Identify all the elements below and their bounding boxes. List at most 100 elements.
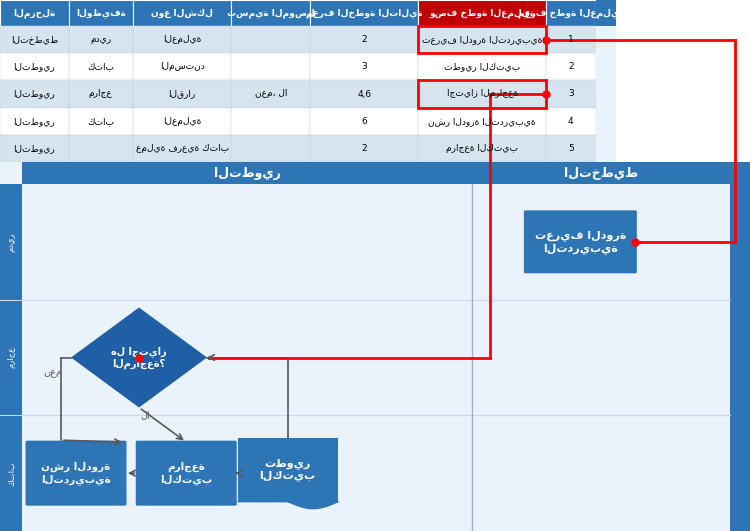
Text: نوع الشكل: نوع الشكل [152,8,213,18]
Bar [232,53,310,80]
Bar [133,26,232,53]
Text: المستند: المستند [160,62,205,71]
Bar [546,108,596,135]
Bar [310,135,419,162]
Text: العملية: العملية [163,117,201,126]
Text: التطوير: التطوير [13,90,55,98]
Bar [0,135,68,162]
Bar [0,0,68,26]
Bar [133,80,232,108]
Bar [419,26,546,53]
Bar [238,438,338,501]
Bar [133,108,232,135]
Bar [546,80,596,108]
Text: المرحلة: المرحلة [13,8,55,18]
Bar [68,135,133,162]
Bar [546,0,596,26]
Bar [232,108,310,135]
Text: العملية: العملية [163,35,201,44]
Polygon shape [71,307,207,407]
Text: 3: 3 [568,90,574,98]
Text: اجتياز المراجعة: اجتياز المراجعة [446,90,518,98]
FancyBboxPatch shape [26,441,127,506]
Bar [419,80,546,108]
Bar [419,135,546,162]
Text: التطوير: التطوير [13,144,55,153]
Bar [310,0,419,26]
Bar [232,26,310,53]
Text: كتاب: كتاب [87,62,114,71]
Text: 5: 5 [568,144,574,153]
Text: مراجع: مراجع [88,90,112,98]
Bar [419,108,546,135]
Text: لا: لا [140,410,150,421]
Bar [419,53,546,80]
Text: كتاب: كتاب [7,461,16,486]
Text: تسمية الموصل: تسمية الموصل [227,8,315,18]
Text: الوظيفة: الوظيفة [76,8,126,18]
Bar [596,135,616,162]
Bar [419,0,546,26]
Bar [730,162,750,531]
Bar [68,108,133,135]
Text: التطوير: التطوير [13,117,55,126]
Text: التخطيط: التخطيط [10,35,58,44]
FancyBboxPatch shape [136,441,237,506]
Text: هل اجتياز
المراجعة؟: هل اجتياز المراجعة؟ [111,346,166,369]
Text: مراجعة الكتيب: مراجعة الكتيب [446,144,518,153]
Bar [68,0,133,26]
Text: نشر الدورة
التدريبية: نشر الدورة التدريبية [41,462,111,484]
Text: كتاب: كتاب [87,117,114,126]
Text: عملية فرعية كتاب: عملية فرعية كتاب [136,144,229,153]
Bar [68,26,133,53]
Text: نعم: نعم [44,367,62,378]
Bar [546,135,596,162]
Text: 2: 2 [362,144,367,153]
Bar [0,80,68,108]
Text: مدير: مدير [7,232,16,252]
Bar [310,26,419,53]
Bar [68,80,133,108]
Text: القرار: القرار [169,90,196,98]
Bar [472,162,730,184]
Bar [596,0,616,26]
Bar [546,26,596,53]
Text: مراجع: مراجع [7,347,16,369]
Bar [0,184,22,299]
Bar [596,26,616,53]
Bar [0,162,750,531]
Text: نعم، لا: نعم، لا [255,90,287,98]
Bar [0,299,22,415]
Bar [0,26,68,53]
Text: 6: 6 [362,117,368,126]
Text: 3: 3 [362,62,368,71]
Text: تعريف الدورة التدريبية: تعريف الدورة التدريبية [422,35,542,44]
Bar [133,0,232,26]
Bar [133,135,232,162]
Text: تطوير الكتيب: تطوير الكتيب [444,62,520,71]
FancyBboxPatch shape [524,210,637,273]
Bar [419,26,546,53]
Bar [0,415,22,531]
Bar [0,108,68,135]
Bar [596,108,616,135]
Text: 4: 4 [568,117,574,126]
Text: 4,6: 4,6 [357,90,371,98]
Text: مراجعة
الكتيب: مراجعة الكتيب [160,462,212,484]
Bar [22,162,472,184]
Bar [596,80,616,108]
Bar [133,53,232,80]
Text: معرف خطوة العملية: معرف خطوة العملية [518,8,624,18]
Bar [546,53,596,80]
Text: التخطيط: التخطيط [564,167,638,179]
Bar [596,53,616,80]
Text: معرف الخطوة التالية: معرف الخطوة التالية [306,8,422,18]
Bar [310,108,419,135]
Text: 2: 2 [362,35,367,44]
Bar [232,80,310,108]
Bar [232,0,310,26]
Bar [310,53,419,80]
Text: التطوير: التطوير [13,62,55,71]
Text: تعريف الدورة
التدريبية: تعريف الدورة التدريبية [535,230,626,253]
Bar [232,135,310,162]
